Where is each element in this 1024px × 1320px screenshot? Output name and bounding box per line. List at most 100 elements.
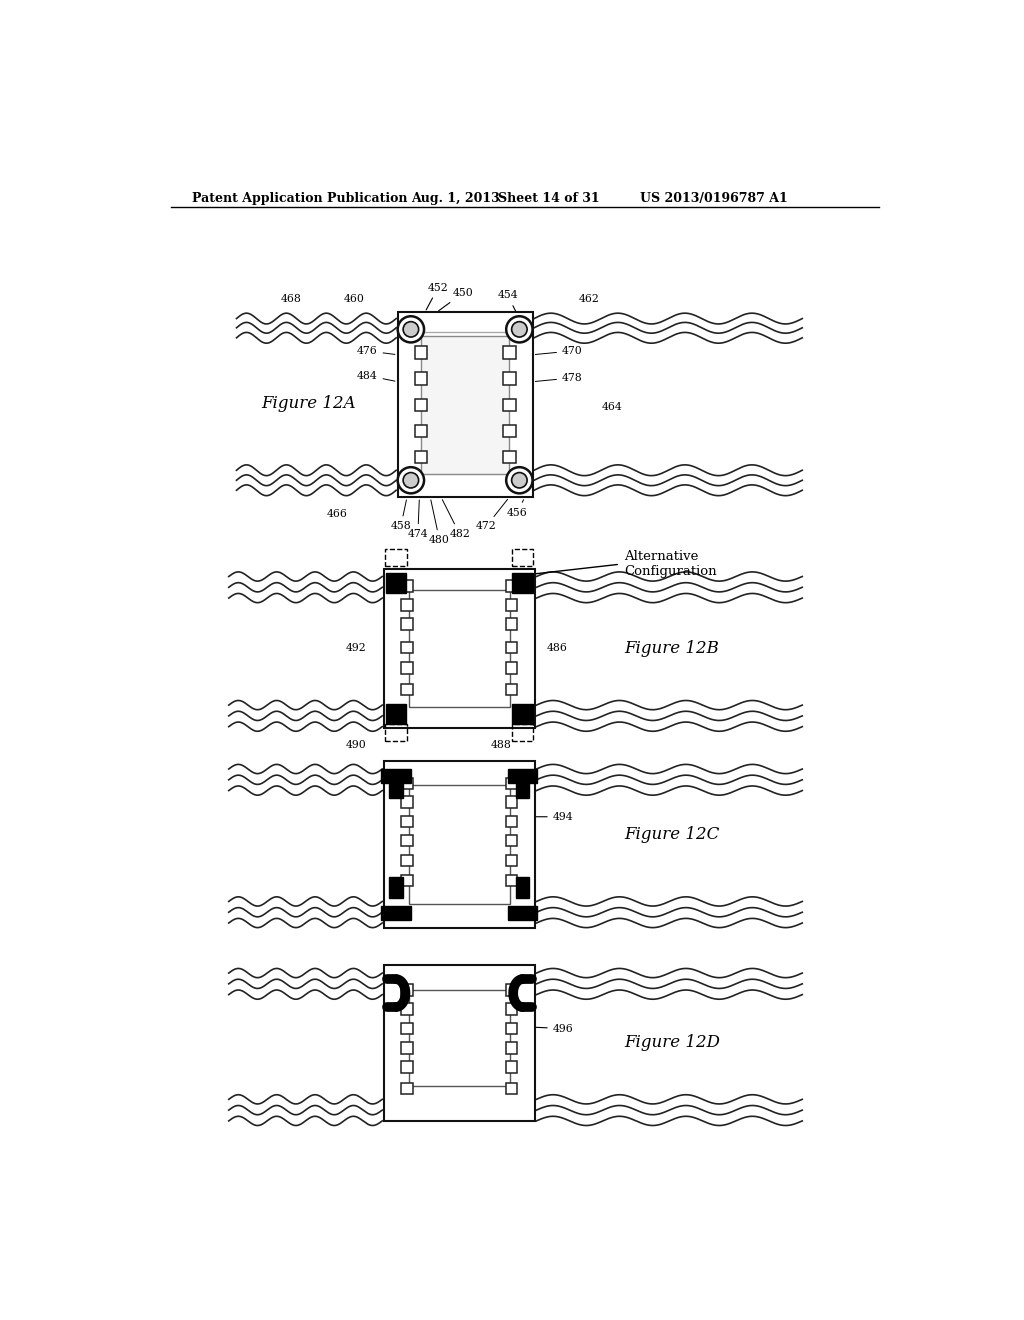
Text: 470: 470 [536,346,583,356]
Text: 492: 492 [346,643,367,653]
Text: 482: 482 [442,500,470,539]
Bar [506,777,517,789]
Bar [386,573,407,593]
Bar [401,834,413,846]
Circle shape [403,322,419,337]
Text: 486: 486 [547,643,567,653]
Text: Aug. 1, 2013: Aug. 1, 2013 [411,191,500,205]
Text: 458: 458 [390,500,412,532]
Bar [506,1082,517,1094]
Bar [401,579,413,591]
Bar [401,875,413,887]
Bar [506,579,517,591]
Bar [506,1003,517,1015]
Text: Figure 12C: Figure 12C [624,826,720,843]
Text: 490: 490 [346,741,367,750]
Bar [506,1041,517,1053]
Text: 460: 460 [344,293,365,304]
Bar [381,770,411,783]
Bar [515,876,529,899]
Bar [385,549,407,566]
Bar [409,990,510,1086]
Bar [384,760,535,928]
Text: Figure 12B: Figure 12B [624,640,719,656]
Bar [385,725,407,742]
Bar [401,642,413,653]
Bar [512,705,532,725]
Text: 484: 484 [356,371,395,381]
Bar [506,875,517,887]
Bar [389,776,403,797]
Circle shape [397,467,424,494]
Bar [389,876,403,899]
Bar [506,855,517,866]
Bar [503,346,515,359]
Bar [506,796,517,808]
Circle shape [506,467,532,494]
Circle shape [512,322,527,337]
Bar [503,399,515,411]
Bar [397,313,532,498]
Bar [401,619,413,630]
Bar [401,777,413,789]
Bar [506,619,517,630]
Bar [512,549,534,566]
Bar [506,663,517,675]
Text: 468: 468 [281,293,301,304]
Circle shape [403,473,419,488]
Bar [384,965,535,1121]
Text: 476: 476 [356,346,395,356]
Bar [503,451,515,463]
Bar [401,1061,413,1073]
Bar [415,372,427,385]
Text: 496: 496 [529,1023,573,1034]
Text: 464: 464 [602,403,623,412]
Bar [401,684,413,696]
Text: Alternative
Configuration: Alternative Configuration [624,550,717,578]
Text: 466: 466 [327,510,348,519]
Bar [401,599,413,611]
Bar [512,573,532,593]
Bar [401,1082,413,1094]
Bar [506,985,517,995]
Bar [415,425,427,437]
Text: 480: 480 [429,500,450,545]
Text: Figure 12A: Figure 12A [261,395,356,412]
Text: 488: 488 [490,741,512,750]
Bar [401,663,413,675]
Text: 494: 494 [529,812,573,822]
Bar [508,770,538,783]
Bar [401,855,413,866]
Bar [506,1061,517,1073]
Bar [381,906,411,920]
Bar [515,776,529,797]
Bar [401,1003,413,1015]
Bar [409,785,510,904]
Text: 478: 478 [536,372,583,383]
Bar [401,1023,413,1035]
Bar [508,906,538,920]
Text: US 2013/0196787 A1: US 2013/0196787 A1 [640,191,787,205]
Text: 462: 462 [579,293,600,304]
Text: Sheet 14 of 31: Sheet 14 of 31 [499,191,600,205]
Bar [506,684,517,696]
Bar [503,425,515,437]
Bar [384,569,535,729]
Bar [415,451,427,463]
Circle shape [506,317,532,342]
Text: 454: 454 [498,290,518,312]
Bar [503,372,515,385]
Circle shape [397,317,424,342]
Text: 472: 472 [476,499,508,532]
Text: Patent Application Publication: Patent Application Publication [191,191,408,205]
Bar [506,816,517,828]
Bar [415,399,427,411]
Bar [506,642,517,653]
Bar [506,834,517,846]
Bar [401,816,413,828]
Text: 474: 474 [408,500,428,539]
Text: Figure 12D: Figure 12D [624,1034,720,1051]
Text: 452: 452 [426,282,449,310]
Bar [401,796,413,808]
Bar [401,985,413,995]
